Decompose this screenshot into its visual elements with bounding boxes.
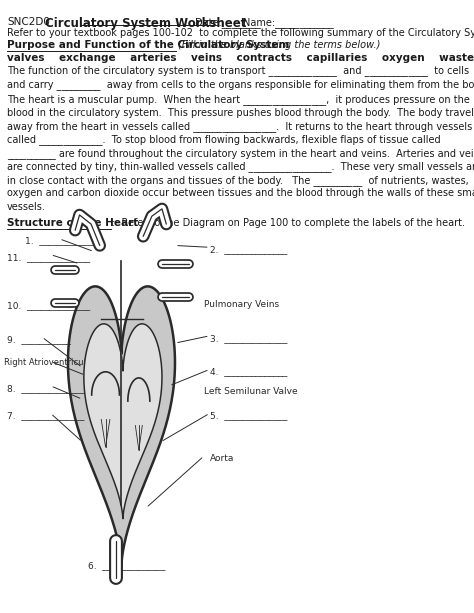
Text: oxygen and carbon dioxide occur between tissues and the blood through the walls : oxygen and carbon dioxide occur between … bbox=[7, 188, 474, 198]
Text: called _____________.  To stop blood from flowing backwards, flexible flaps of t: called _____________. To stop blood from… bbox=[7, 134, 441, 145]
Text: vessels.: vessels. bbox=[7, 202, 46, 211]
Text: Name:____________: Name:____________ bbox=[243, 17, 334, 28]
Text: :  Refer to the Diagram on Page 100 to complete the labels of the heart.: : Refer to the Diagram on Page 100 to co… bbox=[112, 218, 465, 228]
Text: 10.  ______________: 10. ______________ bbox=[7, 302, 91, 311]
Text: Date:________: Date:________ bbox=[195, 17, 261, 28]
Text: 8.  ______________: 8. ______________ bbox=[7, 384, 84, 393]
Text: Structure of the Heart: Structure of the Heart bbox=[7, 218, 138, 228]
Text: The function of the circulatory system is to transport ______________  and _____: The function of the circulatory system i… bbox=[7, 66, 469, 77]
Text: 1.  ______________: 1. ______________ bbox=[25, 237, 102, 245]
Text: 2.  ______________: 2. ______________ bbox=[210, 245, 287, 254]
Text: The heart is a muscular pump.  When the heart _________________,  it produces pr: The heart is a muscular pump. When the h… bbox=[7, 94, 470, 105]
Text: valves    exchange    arteries    veins    contracts    capillaries    oxygen   : valves exchange arteries veins contracts… bbox=[7, 53, 474, 63]
Text: Purpose and Function of the Circulatory System: Purpose and Function of the Circulatory … bbox=[7, 40, 290, 50]
Polygon shape bbox=[68, 286, 175, 565]
Text: away from the heart in vessels called _________________.  It returns to the hear: away from the heart in vessels called __… bbox=[7, 121, 473, 132]
Text: SNC2D0: SNC2D0 bbox=[7, 17, 50, 26]
Text: 6.  ______________: 6. ______________ bbox=[88, 561, 165, 570]
Text: (Fill in the blanks using the terms below.): (Fill in the blanks using the terms belo… bbox=[178, 40, 380, 50]
Text: 3.  ______________: 3. ______________ bbox=[210, 334, 287, 343]
Text: Pulmonary Veins: Pulmonary Veins bbox=[204, 300, 279, 310]
Text: Left Semilunar Valve: Left Semilunar Valve bbox=[204, 387, 298, 396]
Text: 5.  ______________: 5. ______________ bbox=[210, 411, 287, 421]
Text: in close contact with the organs and tissues of the body.   The __________  of n: in close contact with the organs and tis… bbox=[7, 175, 469, 186]
Text: are connected by tiny, thin-walled vessels called _________________.  These very: are connected by tiny, thin-walled vesse… bbox=[7, 161, 474, 172]
Text: Circulatory System Worksheet: Circulatory System Worksheet bbox=[46, 17, 247, 29]
Text: 9.  ___________: 9. ___________ bbox=[7, 335, 71, 344]
Text: blood in the circulatory system.  This pressure pushes blood through the body.  : blood in the circulatory system. This pr… bbox=[7, 107, 474, 118]
Text: Refer to your textbook pages 100-102  to complete the following summary of the C: Refer to your textbook pages 100-102 to … bbox=[7, 28, 474, 38]
Text: __________ are found throughout the circulatory system in the heart and veins.  : __________ are found throughout the circ… bbox=[7, 148, 474, 159]
Text: Aorta: Aorta bbox=[210, 454, 234, 463]
Text: and carry _________  away from cells to the organs responsible for eliminating t: and carry _________ away from cells to t… bbox=[7, 79, 474, 89]
Text: Right Atrioventricular  (AV) Valve: Right Atrioventricular (AV) Valve bbox=[4, 359, 143, 367]
Text: 4.  ______________: 4. ______________ bbox=[210, 368, 287, 376]
Text: 11.  ______________: 11. ______________ bbox=[7, 253, 91, 262]
Polygon shape bbox=[84, 324, 162, 519]
Text: 7.  ______________: 7. ______________ bbox=[7, 411, 84, 421]
